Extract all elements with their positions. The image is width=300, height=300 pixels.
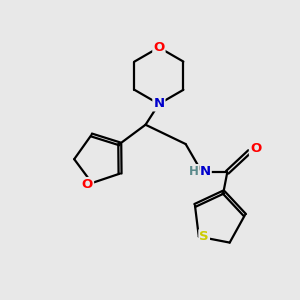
Text: O: O [250,142,261,155]
Text: N: N [153,98,164,110]
Text: H: H [189,165,199,178]
Text: S: S [199,230,209,243]
Text: O: O [82,178,93,191]
Text: N: N [200,165,211,178]
Text: O: O [153,41,164,54]
